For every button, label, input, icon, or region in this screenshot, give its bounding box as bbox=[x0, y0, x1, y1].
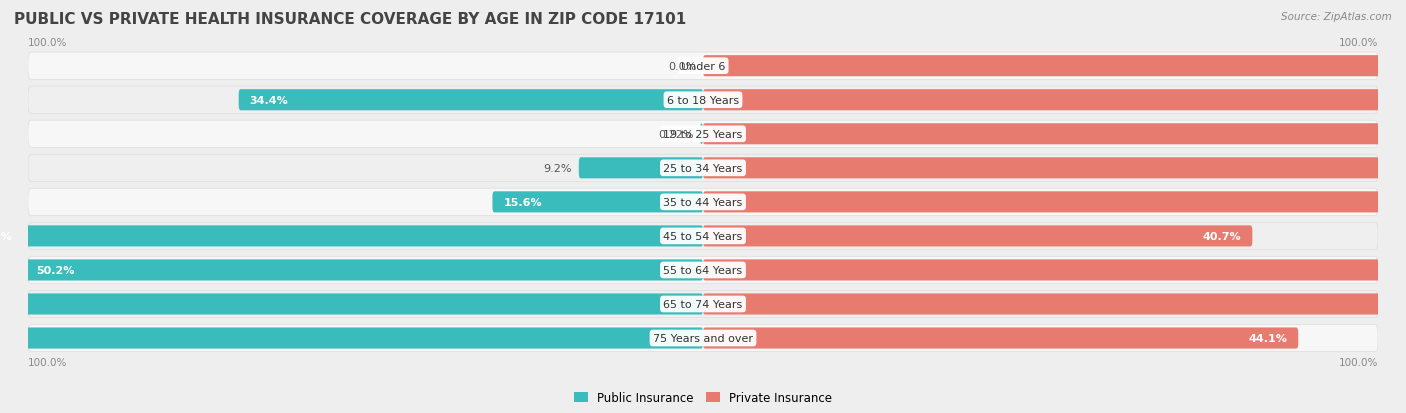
FancyBboxPatch shape bbox=[25, 260, 703, 281]
FancyBboxPatch shape bbox=[28, 257, 1378, 284]
Text: 100.0%: 100.0% bbox=[1339, 357, 1378, 367]
Text: 100.0%: 100.0% bbox=[28, 38, 67, 47]
FancyBboxPatch shape bbox=[703, 56, 1406, 77]
Text: 44.1%: 44.1% bbox=[1249, 333, 1288, 343]
Text: 50.2%: 50.2% bbox=[37, 265, 75, 275]
FancyBboxPatch shape bbox=[703, 158, 1406, 179]
Text: 34.4%: 34.4% bbox=[249, 95, 288, 105]
FancyBboxPatch shape bbox=[28, 155, 1378, 182]
FancyBboxPatch shape bbox=[703, 226, 1253, 247]
FancyBboxPatch shape bbox=[0, 328, 703, 349]
FancyBboxPatch shape bbox=[0, 226, 703, 247]
FancyBboxPatch shape bbox=[28, 291, 1378, 318]
FancyBboxPatch shape bbox=[703, 260, 1406, 281]
Text: PUBLIC VS PRIVATE HEALTH INSURANCE COVERAGE BY AGE IN ZIP CODE 17101: PUBLIC VS PRIVATE HEALTH INSURANCE COVER… bbox=[14, 12, 686, 27]
Text: 54.9%: 54.9% bbox=[0, 231, 11, 241]
FancyBboxPatch shape bbox=[703, 124, 1406, 145]
Text: 6 to 18 Years: 6 to 18 Years bbox=[666, 95, 740, 105]
FancyBboxPatch shape bbox=[703, 192, 1406, 213]
Text: 75 Years and over: 75 Years and over bbox=[652, 333, 754, 343]
Text: Source: ZipAtlas.com: Source: ZipAtlas.com bbox=[1281, 12, 1392, 22]
FancyBboxPatch shape bbox=[703, 294, 1406, 315]
FancyBboxPatch shape bbox=[579, 158, 703, 179]
FancyBboxPatch shape bbox=[700, 124, 703, 145]
FancyBboxPatch shape bbox=[28, 87, 1378, 114]
FancyBboxPatch shape bbox=[28, 223, 1378, 250]
FancyBboxPatch shape bbox=[492, 192, 703, 213]
FancyBboxPatch shape bbox=[28, 121, 1378, 148]
Text: 40.7%: 40.7% bbox=[1204, 231, 1241, 241]
Text: 0.22%: 0.22% bbox=[658, 129, 693, 140]
Text: 100.0%: 100.0% bbox=[1339, 38, 1378, 47]
FancyBboxPatch shape bbox=[28, 189, 1378, 216]
Text: 45 to 54 Years: 45 to 54 Years bbox=[664, 231, 742, 241]
Text: 19 to 25 Years: 19 to 25 Years bbox=[664, 129, 742, 140]
Legend: Public Insurance, Private Insurance: Public Insurance, Private Insurance bbox=[574, 392, 832, 404]
Text: Under 6: Under 6 bbox=[681, 62, 725, 71]
Text: 0.0%: 0.0% bbox=[668, 62, 696, 71]
Text: 25 to 34 Years: 25 to 34 Years bbox=[664, 164, 742, 173]
FancyBboxPatch shape bbox=[703, 328, 1298, 349]
FancyBboxPatch shape bbox=[0, 294, 703, 315]
Text: 65 to 74 Years: 65 to 74 Years bbox=[664, 299, 742, 309]
Text: 15.6%: 15.6% bbox=[503, 197, 541, 207]
FancyBboxPatch shape bbox=[28, 53, 1378, 80]
FancyBboxPatch shape bbox=[28, 325, 1378, 352]
Text: 35 to 44 Years: 35 to 44 Years bbox=[664, 197, 742, 207]
FancyBboxPatch shape bbox=[703, 90, 1406, 111]
Text: 55 to 64 Years: 55 to 64 Years bbox=[664, 265, 742, 275]
Text: 9.2%: 9.2% bbox=[544, 164, 572, 173]
Text: 100.0%: 100.0% bbox=[28, 357, 67, 367]
FancyBboxPatch shape bbox=[239, 90, 703, 111]
